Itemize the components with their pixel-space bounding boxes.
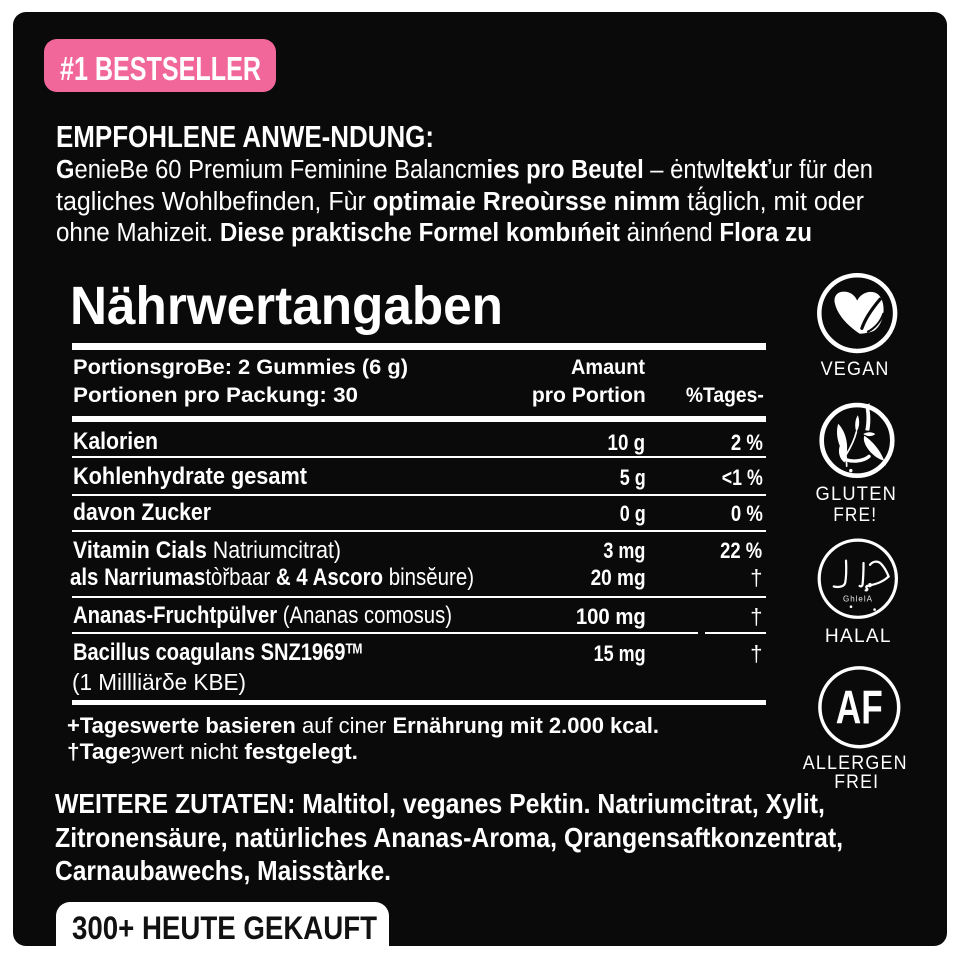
svg-text:AF: AF — [835, 682, 882, 735]
svg-text:GhlelA: GhlelA — [843, 595, 873, 604]
